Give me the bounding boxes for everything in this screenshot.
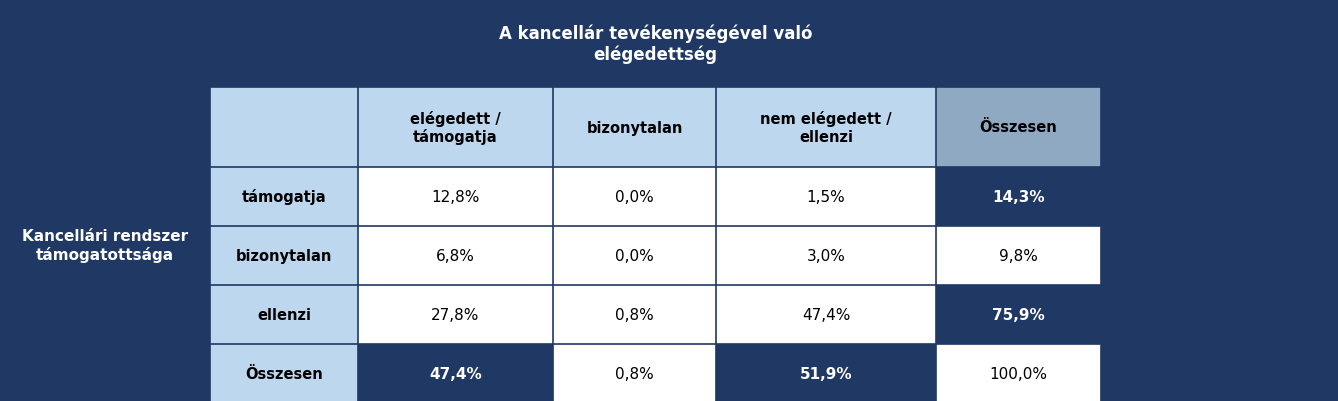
Text: 47,4%: 47,4%: [429, 366, 482, 381]
Bar: [210, 285, 359, 344]
Bar: [716, 285, 937, 344]
Bar: [716, 344, 937, 401]
Bar: [937, 344, 1101, 401]
Text: 0,0%: 0,0%: [615, 190, 654, 205]
Bar: [937, 227, 1101, 285]
Bar: [210, 88, 359, 168]
Bar: [359, 168, 553, 227]
Text: 27,8%: 27,8%: [431, 307, 480, 322]
Text: Összesen: Összesen: [245, 366, 322, 381]
Bar: [553, 88, 716, 168]
Bar: [210, 227, 359, 285]
Text: bizonytalan: bizonytalan: [235, 248, 332, 263]
Bar: [716, 227, 937, 285]
Bar: [210, 0, 1101, 88]
Bar: [359, 88, 553, 168]
Text: 1,5%: 1,5%: [807, 190, 846, 205]
Bar: [359, 227, 553, 285]
Bar: [553, 285, 716, 344]
Text: 6,8%: 6,8%: [436, 248, 475, 263]
Text: elégedett /
támogatja: elégedett / támogatja: [411, 110, 500, 145]
Text: 47,4%: 47,4%: [801, 307, 850, 322]
Text: 3,0%: 3,0%: [807, 248, 846, 263]
Text: A kancellár tevékenységével való
elégedettség: A kancellár tevékenységével való elégede…: [499, 24, 812, 64]
Text: 51,9%: 51,9%: [800, 366, 852, 381]
Bar: [210, 168, 359, 227]
Bar: [716, 168, 937, 227]
Bar: [359, 285, 553, 344]
Text: támogatja: támogatja: [242, 189, 326, 205]
Text: 0,0%: 0,0%: [615, 248, 654, 263]
Bar: [716, 88, 937, 168]
Bar: [937, 88, 1101, 168]
Text: 9,8%: 9,8%: [999, 248, 1038, 263]
Bar: [937, 285, 1101, 344]
Text: nem elégedett /
ellenzi: nem elégedett / ellenzi: [760, 111, 892, 144]
Text: 0,8%: 0,8%: [615, 307, 654, 322]
Text: 12,8%: 12,8%: [431, 190, 480, 205]
Bar: [359, 344, 553, 401]
Bar: [937, 168, 1101, 227]
Text: Kancellári rendszer
támogatottsága: Kancellári rendszer támogatottsága: [21, 229, 189, 262]
Text: 100,0%: 100,0%: [990, 366, 1048, 381]
Bar: [553, 344, 716, 401]
Bar: [553, 227, 716, 285]
Text: Összesen: Összesen: [979, 120, 1057, 135]
Text: 75,9%: 75,9%: [991, 307, 1045, 322]
Text: 0,8%: 0,8%: [615, 366, 654, 381]
Text: ellenzi: ellenzi: [257, 307, 310, 322]
Text: bizonytalan: bizonytalan: [586, 120, 682, 135]
Text: 14,3%: 14,3%: [993, 190, 1045, 205]
Bar: [210, 344, 359, 401]
Bar: [553, 168, 716, 227]
